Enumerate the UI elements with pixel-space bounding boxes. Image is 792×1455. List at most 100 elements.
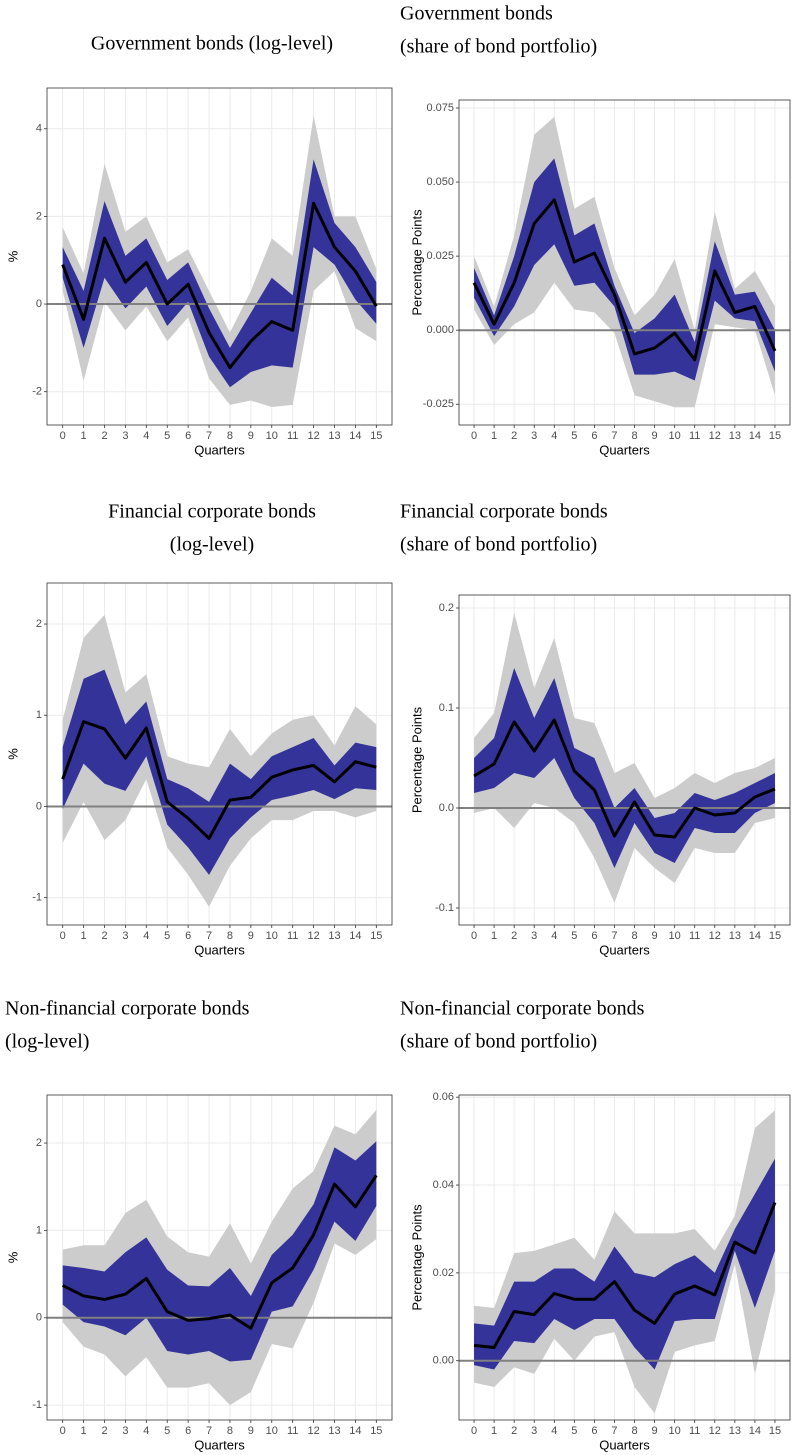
inner-band	[474, 1158, 775, 1370]
y-tick-label: 4	[36, 123, 42, 135]
y-tick-label: 1	[36, 1224, 42, 1236]
x-tick-label: 4	[551, 1425, 557, 1437]
x-tick-label: 8	[227, 430, 233, 442]
x-tick-label: 14	[349, 430, 361, 442]
x-tick-label: 1	[81, 930, 87, 942]
inner-band	[474, 668, 775, 868]
x-tick-label: 12	[709, 930, 721, 942]
x-tick-label: 5	[164, 430, 170, 442]
x-tick-label: 7	[206, 430, 212, 442]
x-axis-title: Quarters	[599, 1437, 650, 1452]
x-tick-label: 15	[769, 1425, 781, 1437]
x-tick-label: 3	[531, 1425, 537, 1437]
plot-border	[458, 99, 791, 426]
x-tick-label: 12	[709, 1425, 721, 1437]
y-tick-label: 2	[36, 618, 42, 630]
y-tick-label: 0.06	[433, 1091, 454, 1103]
outer-band	[62, 1109, 377, 1406]
x-tick-label: 5	[164, 930, 170, 942]
x-tick-label: 15	[370, 430, 382, 442]
x-tick-label: 8	[631, 1425, 637, 1437]
x-tick-label: 14	[349, 930, 361, 942]
inner-band	[62, 669, 377, 875]
estimate-line	[472, 198, 777, 362]
y-tick-label: 0.2	[439, 602, 454, 614]
estimate-line	[62, 1174, 378, 1330]
x-tick-label: 0	[60, 930, 66, 942]
chart-title: (log-level)	[5, 1031, 89, 1053]
x-tick-label: 10	[266, 1425, 278, 1437]
x-tick-label: 1	[81, 1425, 87, 1437]
estimate-line	[473, 718, 776, 839]
x-tick-label: 9	[652, 930, 658, 942]
y-tick-label: 0.000	[426, 324, 454, 336]
y-tick-label: -2	[32, 386, 42, 398]
x-tick-label: 10	[669, 430, 681, 442]
y-tick-label: 0.050	[426, 176, 454, 188]
x-tick-label: 10	[669, 1425, 681, 1437]
panel: 0.000.020.040.060 1 2 3 4 5 6 7 8 9 10 11 12 13 14 15No…	[400, 998, 791, 1452]
inner-band	[62, 1141, 377, 1362]
x-tick-label: 11	[689, 930, 700, 942]
x-tick-label: 0	[471, 930, 477, 942]
y-tick-label: 2	[36, 1137, 42, 1149]
x-tick-label: 11	[287, 930, 298, 942]
x-tick-label: 11	[287, 1425, 298, 1437]
chart-title: (share of bond portfolio)	[400, 1031, 597, 1053]
y-tick-label: 0.04	[433, 1179, 454, 1191]
y-tick-label: -1	[32, 1399, 42, 1411]
x-axis-title: Quarters	[194, 442, 245, 457]
x-tick-label: 9	[652, 1425, 658, 1437]
x-tick-label: 11	[689, 1425, 700, 1437]
x-tick-label: 3	[122, 1425, 128, 1437]
inner-band	[474, 158, 775, 381]
plot-border	[458, 594, 791, 926]
x-tick-label: 2	[511, 430, 517, 442]
x-tick-label: 8	[227, 1425, 233, 1437]
x-tick-label: 11	[689, 430, 700, 442]
x-tick-label: 6	[591, 930, 597, 942]
panel: -0.10.00.10.20 1 2 3 4 5 6 7 8 9 10 11 12 13 14 15Finan…	[400, 501, 791, 957]
chart-title: (share of bond portfolio)	[400, 36, 597, 58]
x-tick-label: 12	[709, 430, 721, 442]
x-tick-label: 7	[611, 930, 617, 942]
x-tick-label: 6	[185, 930, 191, 942]
x-tick-label: 13	[328, 430, 340, 442]
y-axis-title: %	[5, 250, 20, 262]
x-tick-label: 2	[101, 1425, 107, 1437]
y-tick-label: -0.025	[423, 398, 454, 410]
y-axis-title: Percentage Points	[409, 706, 424, 813]
x-tick-label: 15	[769, 930, 781, 942]
y-tick-label: 0.075	[426, 102, 454, 114]
x-tick-label: 10	[669, 930, 681, 942]
x-tick-label: 1	[491, 430, 497, 442]
x-tick-label: 7	[611, 430, 617, 442]
x-tick-label: 4	[551, 930, 557, 942]
x-tick-label: 8	[631, 930, 637, 942]
x-axis-title: Quarters	[194, 942, 245, 957]
y-tick-label: -0.1	[435, 902, 454, 914]
y-tick-label: 1	[36, 709, 42, 721]
estimate-line	[61, 720, 377, 840]
x-tick-label: 12	[307, 430, 319, 442]
x-tick-label: 3	[122, 930, 128, 942]
estimate-line	[61, 201, 378, 370]
chart-title: Non-financial corporate bonds	[400, 998, 645, 1020]
x-tick-label: 5	[164, 1425, 170, 1437]
x-tick-label: 14	[749, 930, 761, 942]
x-tick-label: 13	[328, 930, 340, 942]
x-tick-label: 10	[266, 930, 278, 942]
y-tick-label: -1	[32, 892, 42, 904]
x-tick-label: 7	[206, 1425, 212, 1437]
chart-title: (share of bond portfolio)	[400, 534, 597, 556]
x-tick-label: 5	[571, 1425, 577, 1437]
x-axis-title: Quarters	[599, 442, 650, 457]
x-tick-label: 2	[101, 930, 107, 942]
x-tick-label: 5	[571, 930, 577, 942]
x-tick-label: 15	[370, 930, 382, 942]
x-tick-label: 1	[81, 430, 87, 442]
